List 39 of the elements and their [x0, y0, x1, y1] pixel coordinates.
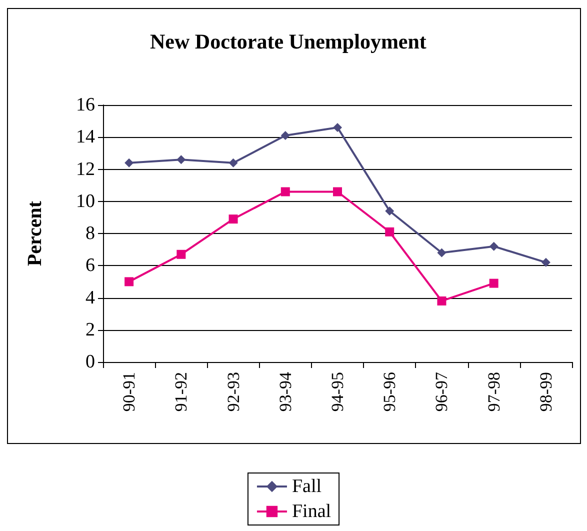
x-tick-label: 97-98	[484, 372, 504, 412]
point	[228, 214, 238, 224]
point	[176, 155, 186, 164]
x-tick-label: 92-93	[224, 372, 243, 412]
y-tick-label: 14	[76, 126, 96, 148]
x-tick-label: 91-92	[172, 372, 191, 412]
x-tick-label: 98-99	[536, 372, 556, 412]
point	[124, 277, 134, 286]
point	[541, 258, 550, 267]
x-tick-label: 94-95	[328, 372, 347, 412]
point	[176, 250, 186, 259]
x-tick-label: 95-96	[380, 372, 400, 412]
point	[489, 242, 498, 251]
y-tick-label: 16	[76, 94, 95, 116]
y-tick-label: 2	[86, 319, 95, 340]
y-tick-label: 0	[86, 352, 95, 372]
legend-label: Fall	[292, 476, 322, 497]
y-tick-label: 6	[86, 255, 95, 276]
y-tick-label: 8	[86, 223, 95, 244]
x-tick-label: 90-91	[120, 372, 139, 412]
y-tick-label: 12	[76, 158, 95, 180]
point	[333, 187, 342, 196]
point	[489, 278, 498, 288]
point	[228, 158, 238, 168]
point	[333, 122, 342, 132]
point	[437, 248, 446, 258]
chart-title: New Doctorate Unemployment	[150, 30, 426, 54]
point	[385, 227, 394, 236]
point	[280, 131, 290, 140]
legend-label: Final	[292, 501, 332, 522]
y-tick-label: 10	[76, 190, 95, 212]
y-tick-label: 4	[86, 287, 96, 308]
y-axis-title: Percent	[24, 200, 46, 266]
point	[280, 187, 290, 196]
x-tick-label: 96-97	[432, 372, 452, 412]
x-tick-label: 93-94	[276, 372, 295, 412]
point	[437, 296, 446, 306]
point	[124, 158, 134, 168]
point	[385, 206, 394, 216]
